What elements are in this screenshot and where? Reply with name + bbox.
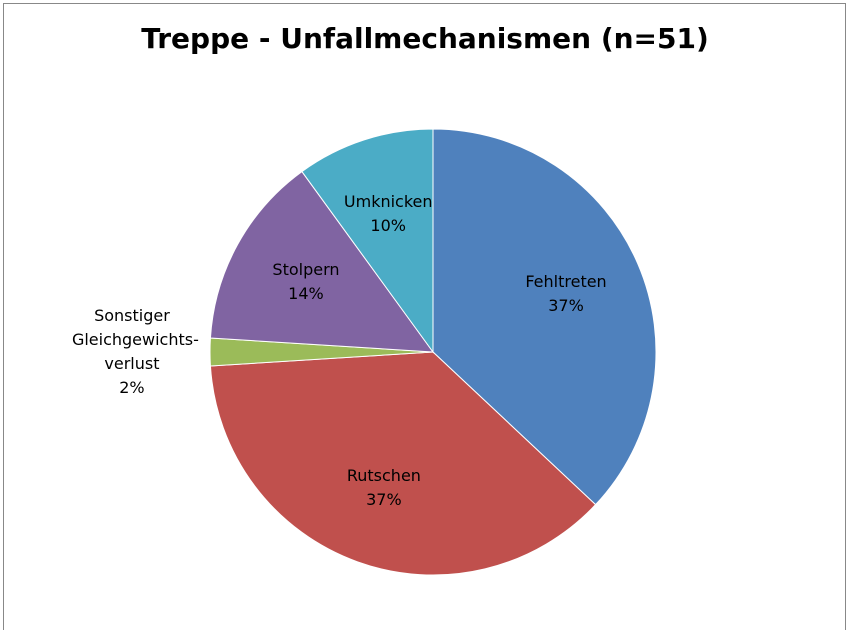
slice-value: 37% [366,490,402,510]
slice-name: Fehltreten [525,272,607,292]
slice-value: 2% [119,378,145,397]
slice-label: Rutschen 37% [347,464,421,512]
slice-label: Fehltreten 37% [525,270,606,318]
chart-frame [3,3,846,630]
slice-name: Stolpern [272,260,340,280]
pie-slice [301,128,434,354]
slice-value: 37% [548,296,584,316]
slice-value: 14% [288,284,324,304]
chart-title: Treppe - Unfallmechanismen (n=51) [141,22,709,55]
slice-value: 10% [370,216,406,236]
pie-slice [432,128,657,506]
slice-name: Sonstiger Gleichgewichts-verlust [71,306,199,373]
slice-name: Umknicken [343,192,433,212]
slice-name: Rutschen [346,466,421,486]
pie-slice [209,351,597,576]
pie-slice [209,170,435,353]
slice-label: Umknicken 10% [344,190,433,238]
slice-label: Sonstiger Gleichgewichts-verlust 2% [71,304,199,400]
slice-label: Stolpern 14% [272,258,339,306]
